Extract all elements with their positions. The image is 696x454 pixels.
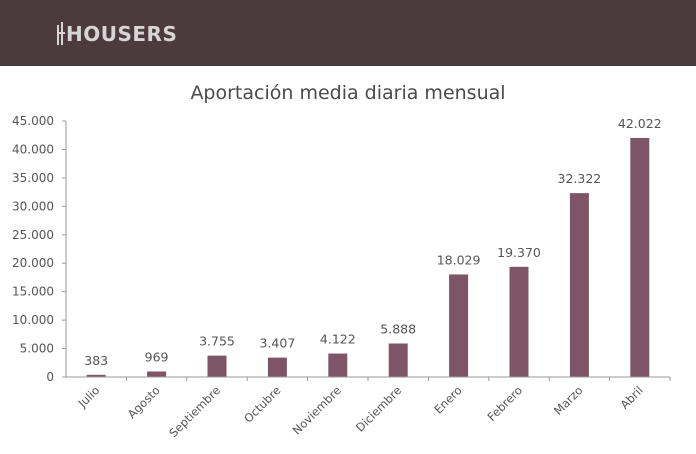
y-tick-label: 40.000 <box>12 142 54 156</box>
data-label: 19.370 <box>497 245 541 260</box>
bar-chart: Aportación media diaria mensual 0 5.000 10… <box>12 82 671 440</box>
header-bar: HOUSERS <box>0 0 696 66</box>
y-tick-label: 20.000 <box>12 256 54 270</box>
x-category-label: Enero <box>431 383 464 416</box>
bar-abril <box>630 137 650 377</box>
y-tick-label: 10.000 <box>12 313 54 327</box>
y-tick-label: 0 <box>46 370 54 384</box>
x-category-label: Septiembre <box>166 383 223 440</box>
data-label: 18.029 <box>437 252 481 267</box>
y-axis-ticks: 0 5.000 10.000 15.000 20.000 25.000 30.000 35.0… <box>12 114 66 384</box>
x-category-label: Agosto <box>125 383 163 421</box>
bar-enero <box>449 274 469 377</box>
y-tick-label: 35.000 <box>12 171 54 185</box>
x-category-label: Julio <box>75 383 103 411</box>
y-tick-label: 15.000 <box>12 285 54 299</box>
x-category-label: Octubre <box>241 383 283 425</box>
y-tick-label: 5.000 <box>20 342 54 356</box>
bar-octubre <box>267 357 287 377</box>
x-category-label: Marzo <box>551 383 585 417</box>
bar-noviembre <box>328 353 348 377</box>
bars-group <box>86 137 671 381</box>
category-labels-group: Julio Agosto Septiembre Octubre Noviembre Dic… <box>75 383 646 440</box>
building-icon <box>57 22 65 45</box>
data-label: 969 <box>145 349 169 364</box>
y-tick-label: 30.000 <box>12 199 54 213</box>
y-tick-label: 45.000 <box>12 114 54 128</box>
housers-logo[interactable]: HOUSERS <box>56 20 177 48</box>
data-label: 3.407 <box>260 336 296 351</box>
bar-julio <box>86 374 106 377</box>
bar-marzo <box>569 193 589 377</box>
logo-text: HOUSERS <box>66 22 178 46</box>
data-labels-group: 383 969 3.755 3.407 4.122 5.888 18.029 19.370 32… <box>84 116 661 368</box>
y-tick-label: 25.000 <box>12 228 54 242</box>
bar-septiembre <box>207 355 227 377</box>
data-label: 4.122 <box>320 332 356 347</box>
x-category-label: Abril <box>617 383 645 411</box>
x-category-label: Noviembre <box>290 383 344 437</box>
chart-title: Aportación media diaria mensual <box>190 82 505 104</box>
data-label: 42.022 <box>618 116 662 131</box>
data-label: 383 <box>84 353 108 368</box>
data-label: 32.322 <box>558 171 602 186</box>
data-label: 3.755 <box>199 334 235 349</box>
x-category-label: Febrero <box>485 383 526 424</box>
bar-febrero <box>509 266 529 377</box>
bar-diciembre <box>388 343 408 377</box>
x-category-label: Diciembre <box>353 383 404 434</box>
bar-agosto <box>147 371 167 377</box>
data-label: 5.888 <box>380 322 416 337</box>
